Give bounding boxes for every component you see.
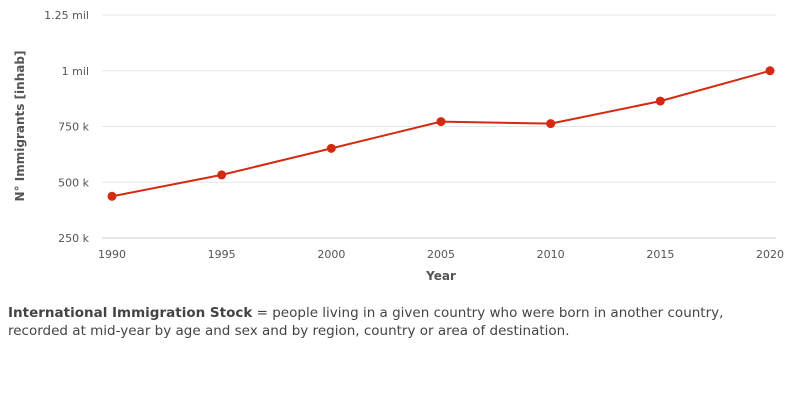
x-axis-title: Year (425, 269, 456, 283)
definition-caption: International Immigration Stock = people… (8, 304, 778, 340)
data-point[interactable] (765, 66, 775, 76)
data-point[interactable] (326, 143, 336, 153)
caption-term: International Immigration Stock (8, 305, 253, 321)
data-point[interactable] (655, 96, 665, 106)
x-tick-label: 2020 (756, 248, 784, 261)
data-point[interactable] (217, 170, 227, 180)
y-axis-title: N° Immigrants [inhab] (13, 51, 27, 202)
grid-lines (102, 14, 776, 183)
y-tick-label: 500 k (58, 176, 89, 189)
y-tick-label: 750 k (58, 121, 89, 134)
x-tick-label: 1990 (98, 248, 126, 261)
data-point[interactable] (107, 191, 117, 201)
x-tick-label: 2005 (427, 248, 455, 261)
series-group (107, 66, 775, 201)
immigration-line-chart: 250 k 500 k 750 k 1 mil 1.25 mil 1990 1995 200… (13, 9, 784, 283)
data-point[interactable] (546, 119, 556, 129)
y-tick-label: 1 mil (62, 65, 89, 78)
data-point[interactable] (436, 117, 446, 127)
x-tick-labels: 1990 1995 2000 2005 2010 2015 2020 (98, 248, 784, 261)
x-tick-label: 2015 (646, 248, 674, 261)
x-tick-label: 1995 (208, 248, 236, 261)
y-tick-label: 250 k (58, 232, 89, 245)
x-tick-label: 2000 (317, 248, 345, 261)
caption-definition: = people living in a given country who w… (8, 305, 724, 339)
y-tick-labels: 250 k 500 k 750 k 1 mil 1.25 mil (44, 9, 89, 245)
x-tick-label: 2010 (537, 248, 565, 261)
y-tick-label: 1.25 mil (44, 9, 89, 22)
series-line (111, 69, 771, 198)
